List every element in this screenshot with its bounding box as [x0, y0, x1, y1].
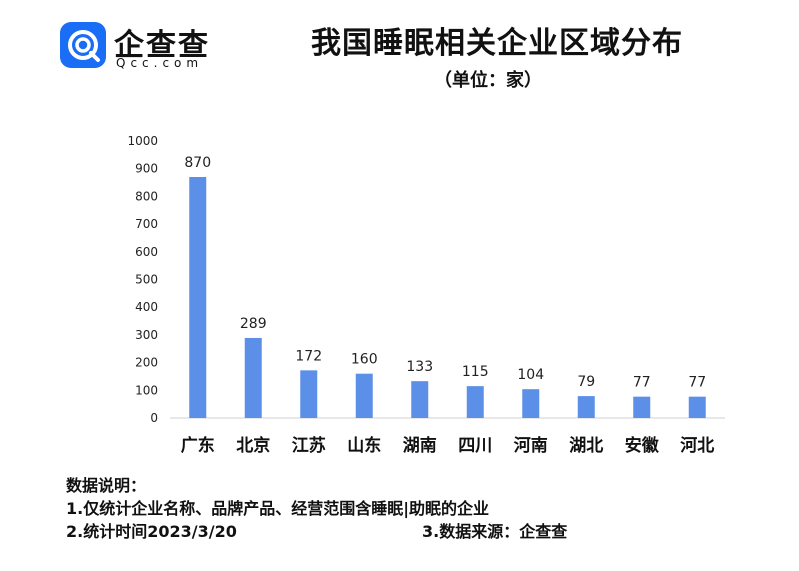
bar-chart: 0 100 200 300 400 500 600 700 800 900 1000 870 289 1…: [127, 134, 725, 456]
x-tick-label: 广东: [181, 435, 215, 456]
y-tick-label: 0: [150, 411, 158, 425]
bar-value-label: 289: [240, 316, 267, 332]
y-tick-label: 700: [135, 217, 158, 231]
x-tick-label: 河南: [514, 435, 548, 456]
qcc-logo: 企查查 Qcc.com: [60, 18, 245, 76]
y-tick-label: 900: [135, 162, 158, 176]
bar: [411, 381, 429, 418]
y-tick-label: 800: [135, 189, 158, 203]
x-tick-label: 河北: [680, 436, 714, 456]
bar-value-label: 77: [688, 375, 706, 391]
bar-value-label: 172: [295, 348, 322, 364]
y-tick-label: 200: [135, 356, 158, 370]
y-tick-label: 600: [135, 245, 158, 259]
notes-line-3: 3.数据来源：企查查: [422, 522, 568, 541]
bar: [300, 370, 318, 418]
x-tick-label: 北京: [236, 435, 270, 456]
notes-row-2: 2.统计时间2023/3/20 3.数据来源：企查查: [66, 520, 686, 543]
y-tick-label: 300: [135, 328, 158, 342]
x-tick-label: 湖南: [403, 435, 437, 456]
bar-value-label: 870: [184, 155, 211, 171]
bar: [244, 337, 262, 418]
bar: [522, 389, 540, 418]
bar-value-label: 79: [577, 374, 595, 390]
qcc-logo-icon: [60, 22, 106, 68]
y-tick-label: 500: [135, 273, 158, 287]
bar: [466, 386, 484, 418]
bar: [189, 177, 207, 418]
notes-heading: 数据说明：: [66, 476, 147, 495]
x-tick-label: 湖北: [569, 436, 603, 456]
logo-subtitle: Qcc.com: [116, 56, 204, 70]
bar-value-label: 133: [406, 359, 433, 375]
chart-unit: （单位：家）: [434, 70, 542, 91]
notes-line-1: 1.仅统计企业名称、品牌产品、经营范围含睡眠|助眠的企业: [66, 499, 490, 518]
y-tick-label: 100: [135, 383, 158, 397]
x-tick-label: 江苏: [292, 435, 326, 456]
y-tick-label: 400: [135, 300, 158, 314]
x-tick-label: 四川: [458, 436, 492, 456]
bar: [688, 396, 706, 418]
bar-value-label: 160: [351, 352, 378, 368]
x-tick-label: 山东: [347, 435, 381, 456]
x-tick-label: 安徽: [625, 435, 660, 456]
bar-value-label: 77: [633, 375, 651, 391]
logo-name: 企查查: [114, 28, 210, 63]
y-tick-label: 1000: [127, 134, 158, 148]
bar: [577, 396, 595, 418]
bar-value-label: 104: [517, 367, 544, 383]
chart-title: 我国睡眠相关企业区域分布: [311, 26, 683, 61]
bar: [355, 373, 373, 418]
x-axis: 广东 北京 江苏 山东 湖南 四川 河南 湖北 安徽 河北: [181, 435, 715, 456]
bars: [189, 177, 706, 418]
bar-value-label: 115: [462, 364, 489, 380]
y-axis: 0 100 200 300 400 500 600 700 800 900 1000: [127, 134, 158, 425]
notes-line-2: 2.统计时间2023/3/20: [66, 522, 237, 541]
data-labels: 870 289 172 160 133 115 104 79 77 77: [184, 155, 706, 391]
data-notes: 数据说明： 1.仅统计企业名称、品牌产品、经营范围含睡眠|助眠的企业 2.统计时…: [66, 474, 686, 543]
bar: [633, 396, 651, 418]
